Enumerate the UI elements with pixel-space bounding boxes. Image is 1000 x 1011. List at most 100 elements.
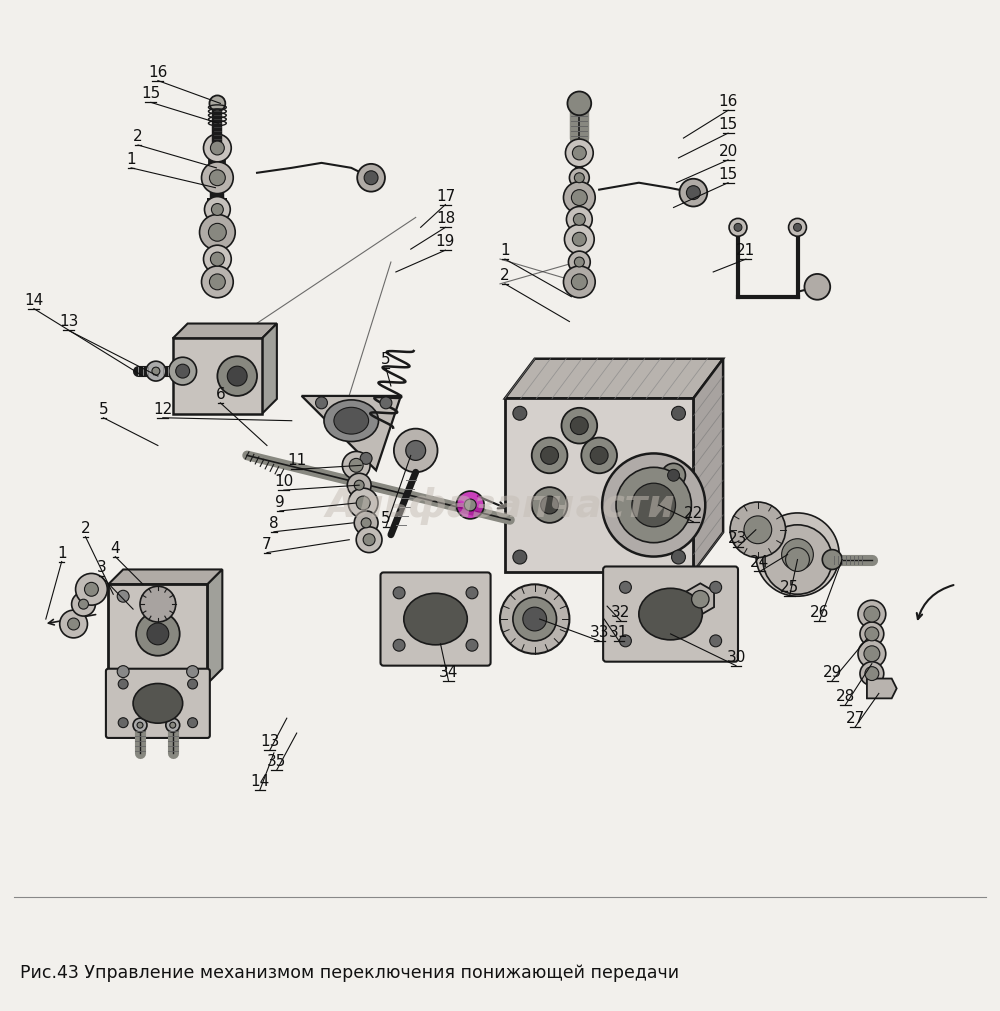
Circle shape [118, 718, 128, 728]
Circle shape [590, 447, 608, 465]
Circle shape [865, 628, 879, 641]
Text: 17: 17 [436, 188, 455, 203]
Text: 29: 29 [823, 664, 842, 678]
Circle shape [686, 186, 700, 200]
Circle shape [152, 368, 160, 376]
Circle shape [858, 601, 886, 629]
Ellipse shape [133, 683, 183, 724]
Circle shape [217, 357, 257, 396]
Text: 13: 13 [260, 733, 280, 748]
Ellipse shape [324, 400, 379, 442]
Circle shape [140, 586, 176, 623]
Circle shape [342, 452, 370, 480]
Circle shape [570, 418, 588, 435]
Circle shape [133, 719, 147, 732]
Circle shape [756, 514, 839, 596]
Text: 1: 1 [57, 545, 66, 560]
Text: 1: 1 [500, 243, 510, 258]
Circle shape [406, 441, 426, 461]
Circle shape [394, 430, 438, 473]
Circle shape [571, 275, 587, 290]
Circle shape [188, 679, 198, 690]
Circle shape [561, 408, 597, 444]
Circle shape [532, 438, 567, 474]
Circle shape [137, 723, 143, 728]
Circle shape [572, 234, 586, 247]
Circle shape [200, 215, 235, 251]
Bar [173, 339, 262, 415]
Text: 24: 24 [750, 555, 769, 570]
Circle shape [393, 587, 405, 600]
Circle shape [204, 197, 230, 223]
Circle shape [203, 135, 231, 163]
Circle shape [563, 267, 595, 298]
Circle shape [79, 600, 88, 610]
Circle shape [619, 635, 631, 647]
Text: 2: 2 [133, 129, 143, 144]
Circle shape [567, 92, 591, 116]
Circle shape [209, 275, 225, 290]
Circle shape [794, 224, 801, 233]
Circle shape [117, 590, 129, 603]
Circle shape [565, 140, 593, 168]
Text: 20: 20 [718, 144, 738, 159]
Circle shape [730, 502, 786, 558]
Circle shape [602, 454, 705, 557]
Text: 14: 14 [250, 772, 270, 788]
Circle shape [466, 640, 478, 651]
FancyBboxPatch shape [381, 573, 491, 666]
Circle shape [166, 719, 180, 732]
Circle shape [662, 464, 685, 487]
Text: 11: 11 [287, 453, 306, 468]
Text: 25: 25 [780, 579, 799, 594]
Circle shape [348, 488, 378, 519]
Circle shape [860, 623, 884, 646]
Polygon shape [173, 325, 277, 339]
Text: 15: 15 [718, 167, 738, 182]
Circle shape [616, 468, 691, 543]
Circle shape [117, 666, 129, 678]
Text: 18: 18 [436, 211, 455, 226]
Circle shape [513, 598, 557, 641]
Circle shape [210, 253, 224, 267]
Circle shape [68, 619, 80, 630]
Circle shape [513, 551, 527, 564]
Circle shape [860, 662, 884, 685]
Circle shape [464, 499, 476, 512]
Circle shape [744, 517, 772, 544]
Text: 21: 21 [736, 243, 756, 258]
Ellipse shape [639, 588, 702, 640]
Circle shape [729, 219, 747, 237]
Polygon shape [207, 570, 222, 683]
Circle shape [209, 171, 225, 186]
Text: 31: 31 [609, 624, 629, 639]
Circle shape [679, 180, 707, 207]
Circle shape [208, 224, 226, 242]
Text: 28: 28 [835, 688, 855, 704]
Circle shape [672, 406, 685, 421]
Circle shape [574, 258, 584, 268]
Text: 23: 23 [728, 530, 748, 545]
Circle shape [710, 635, 722, 647]
Text: 10: 10 [274, 474, 293, 488]
Circle shape [804, 275, 830, 300]
Text: Рис.43 Управление механизмом переключения понижающей передачи: Рис.43 Управление механизмом переключени… [20, 962, 679, 981]
Text: 9: 9 [275, 494, 285, 510]
Circle shape [864, 646, 880, 662]
Circle shape [822, 550, 842, 570]
Text: 15: 15 [718, 117, 738, 132]
Circle shape [357, 165, 385, 192]
Polygon shape [867, 678, 897, 699]
Circle shape [734, 224, 742, 233]
FancyBboxPatch shape [603, 567, 738, 662]
Circle shape [202, 163, 233, 194]
Circle shape [176, 365, 190, 379]
Circle shape [581, 438, 617, 474]
Circle shape [513, 406, 527, 421]
Circle shape [360, 453, 372, 465]
Text: 2: 2 [81, 521, 90, 535]
Circle shape [763, 526, 832, 594]
Text: 27: 27 [845, 711, 865, 726]
Text: 6: 6 [215, 386, 225, 401]
Circle shape [571, 190, 587, 206]
